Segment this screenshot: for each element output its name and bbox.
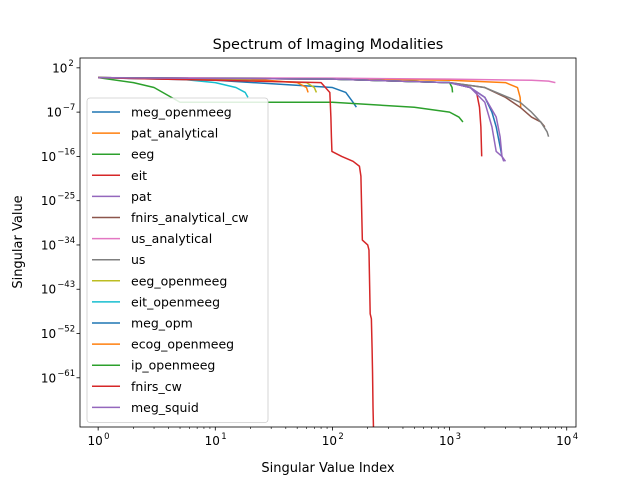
y-tick-label: 10 — [41, 238, 56, 252]
series-line-fnirs-cw — [98, 76, 375, 427]
x-tick-label-exponent: 0 — [104, 432, 109, 442]
legend-label: pat — [131, 189, 152, 204]
legend-label: eit — [131, 168, 147, 183]
series-line-us-analytical — [98, 76, 556, 84]
y-tick-label-exponent: 2 — [68, 59, 73, 69]
y-tick-label-exponent: −16 — [57, 147, 75, 157]
y-tick-label-exponent: −7 — [63, 103, 76, 113]
legend-label: eeg — [131, 147, 154, 162]
x-tick-label: 10 — [322, 434, 337, 448]
y-axis-label: Singular Value — [11, 195, 26, 288]
x-tick-label: 10 — [205, 434, 220, 448]
chart-title: Spectrum of Imaging Modalities — [213, 37, 444, 53]
x-tick-label: 10 — [88, 434, 103, 448]
x-tick-label-exponent: 4 — [573, 432, 578, 442]
legend-label: ecog_openmeeg — [131, 337, 234, 352]
legend-label: meg_openmeeg — [131, 105, 232, 120]
y-tick-label: 10 — [47, 106, 62, 120]
legend-label: us_analytical — [131, 231, 212, 246]
y-tick-label: 10 — [41, 194, 56, 208]
legend-label: ip_openmeeg — [131, 358, 215, 373]
y-tick-label: 10 — [41, 283, 56, 297]
x-tick-label: 10 — [556, 434, 571, 448]
legend-label: meg_opm — [131, 316, 193, 331]
x-axis-label: Singular Value Index — [261, 461, 395, 476]
y-tick-label-exponent: −34 — [57, 236, 75, 246]
y-tick-label: 10 — [52, 61, 67, 75]
axes-layer: 10 0 10 1 10 2 10 3 10 4210−710−1610−2510−3410−43… — [41, 57, 578, 448]
legend-label: us — [131, 252, 145, 267]
y-tick-label: 10 — [41, 327, 56, 341]
x-tick-label-exponent: 1 — [221, 432, 226, 442]
legend-box — [86, 97, 269, 423]
legend-label: pat_analytical — [131, 126, 218, 141]
x-tick-label-exponent: 3 — [456, 432, 461, 442]
y-tick-label: 10 — [41, 150, 56, 164]
legend-label: fnirs_analytical_cw — [131, 210, 249, 225]
x-tick-label-exponent: 2 — [338, 432, 343, 442]
y-tick-label-exponent: −52 — [57, 325, 75, 335]
series-line-meg-squid — [98, 76, 507, 162]
axes-frame — [79, 57, 577, 428]
legend-label: meg_squid — [131, 400, 199, 415]
y-tick-label-exponent: −61 — [57, 369, 75, 379]
legend-label: eit_openmeeg — [131, 294, 220, 309]
y-tick-label-exponent: −43 — [57, 280, 75, 290]
legend-label: fnirs_cw — [131, 379, 182, 394]
x-tick-label: 10 — [439, 434, 454, 448]
y-tick-label: 10 — [41, 371, 56, 385]
y-tick-label-exponent: −25 — [57, 192, 75, 202]
legend-label: eeg_openmeeg — [131, 273, 227, 288]
